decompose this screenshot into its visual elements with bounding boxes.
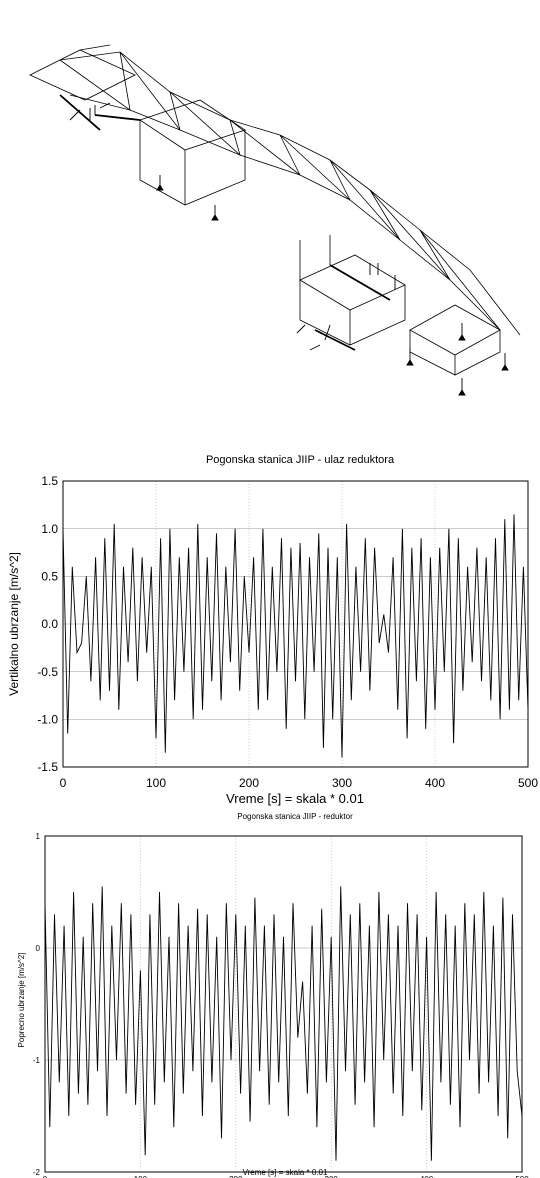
tick-labels: 0 100 200 300 400 500 1 0 -1 -2 bbox=[33, 832, 529, 1178]
chart-vertical-acceleration: Pogonska stanica JIIP - ulaz reduktora 0… bbox=[7, 454, 538, 806]
x-tick-label: 500 bbox=[515, 1175, 529, 1178]
x-tick-label: 400 bbox=[425, 776, 445, 790]
x-tick-label: 100 bbox=[134, 1175, 148, 1178]
y-axis-label: Popreсno ubrzanje [m/s^2] bbox=[17, 953, 26, 1048]
support-markers bbox=[69, 102, 509, 396]
y-tick-label: 1.0 bbox=[41, 522, 58, 536]
x-tick-label: 300 bbox=[332, 776, 352, 790]
y-tick-label: -1.0 bbox=[37, 713, 58, 727]
x-tick-label: 0 bbox=[43, 1175, 48, 1178]
plot-frame bbox=[62, 480, 529, 768]
x-tick-label: 300 bbox=[325, 1175, 339, 1178]
x-tick-label: 200 bbox=[239, 776, 259, 790]
y-tick-label: -1.5 bbox=[37, 760, 58, 774]
y-tick-label: 0.5 bbox=[41, 570, 58, 584]
truss-lines bbox=[29, 44, 521, 376]
y-tick-label: -1 bbox=[33, 1056, 41, 1065]
x-axis-label: Vreme [s] = skala * 0.01 bbox=[243, 1168, 328, 1177]
x-tick-label: 500 bbox=[518, 776, 538, 790]
grid bbox=[62, 480, 529, 768]
y-tick-label: -2 bbox=[33, 1168, 41, 1177]
load-arrows bbox=[59, 94, 391, 351]
grid bbox=[44, 835, 523, 1173]
y-tick-label: 1.5 bbox=[41, 474, 58, 488]
chart-title: Pogonska stanica JIIP - ulaz reduktora bbox=[206, 454, 395, 466]
x-tick-label: 400 bbox=[420, 1175, 434, 1178]
plot-frame bbox=[44, 835, 523, 1173]
x-tick-label: 0 bbox=[60, 776, 67, 790]
y-tick-label: 1 bbox=[36, 832, 41, 841]
y-tick-label: -0.5 bbox=[37, 665, 58, 679]
chart-transverse-acceleration: Pogonska stanica JIIP - reduktor 0 100 200… bbox=[17, 812, 529, 1178]
x-tick-label: 100 bbox=[146, 776, 166, 790]
y-axis-label: Vertikalno ubrzanje [m/s^2] bbox=[7, 552, 21, 696]
y-tick-label: 0.0 bbox=[41, 617, 58, 631]
x-axis-label: Vreme [s] = skala * 0.01 bbox=[226, 791, 364, 806]
x-tick-label: 200 bbox=[229, 1175, 243, 1178]
chart-title: Pogonska stanica JIIP - reduktor bbox=[237, 812, 353, 821]
tick-labels: 0 100 200 300 400 500 1.5 1.0 0.5 0.0 -0.5 -1.0 -1.5 bbox=[37, 474, 538, 790]
series-line bbox=[44, 886, 523, 1161]
series-line bbox=[62, 514, 529, 758]
y-tick-label: 0 bbox=[36, 944, 41, 953]
truss-structure-diagram bbox=[29, 44, 521, 396]
